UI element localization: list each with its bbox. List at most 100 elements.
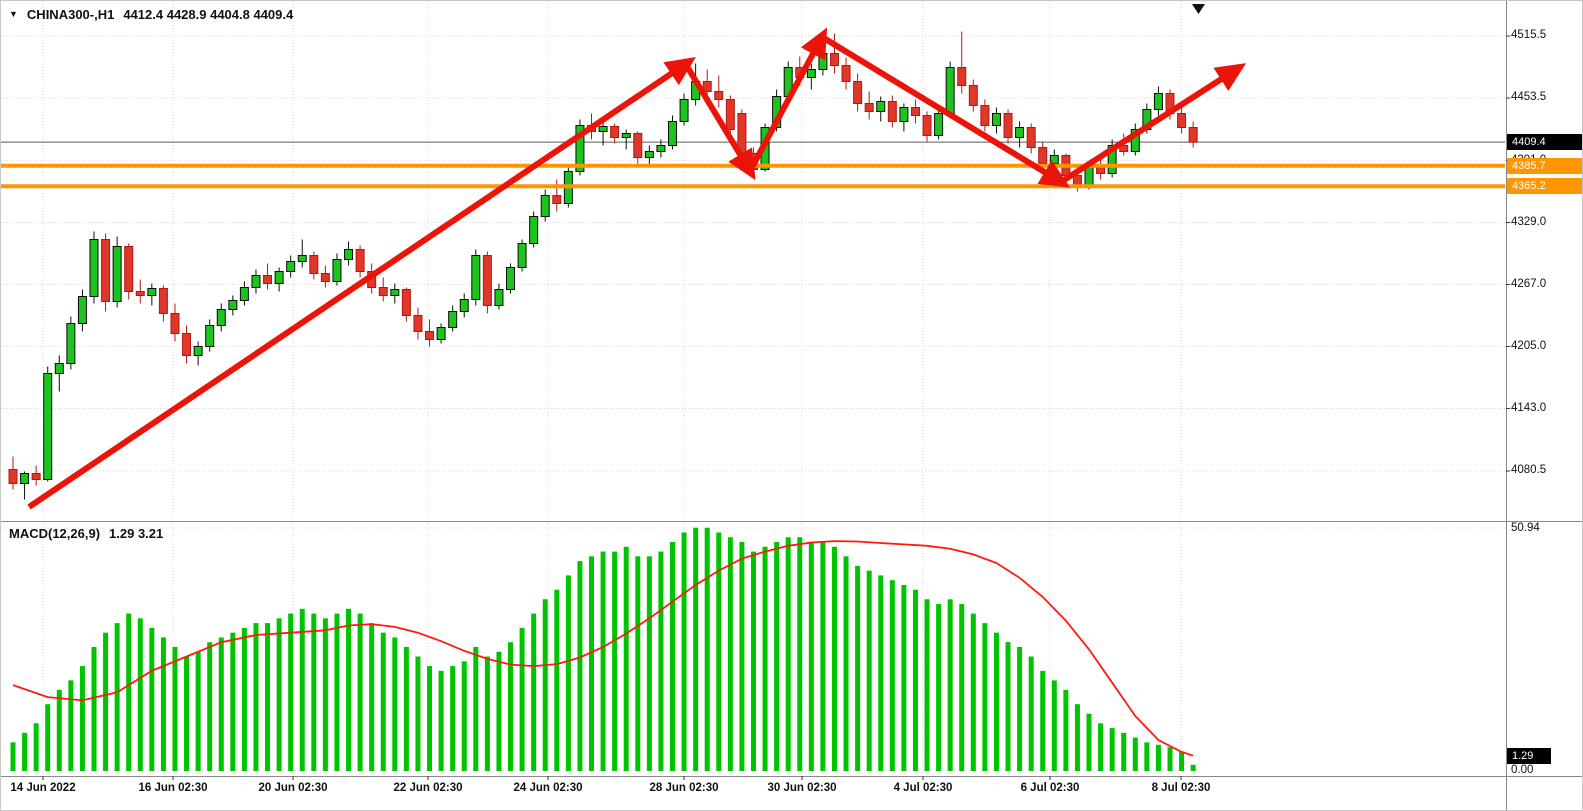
candle-bear xyxy=(864,103,874,112)
macd-histogram-bar xyxy=(253,623,259,771)
macd-histogram-bar xyxy=(334,613,340,771)
macd-histogram-bar xyxy=(808,542,814,771)
macd-histogram-bar xyxy=(79,666,85,771)
macd-value-badge: 1.29 xyxy=(1507,748,1551,764)
chart-shift-marker-icon[interactable] xyxy=(1192,4,1205,14)
macd-histogram-bar xyxy=(172,646,178,771)
macd-histogram-bar xyxy=(114,623,120,771)
macd-label: MACD(12,26,9) 1.29 3.21 xyxy=(9,526,163,541)
macd-histogram-bar xyxy=(750,551,756,771)
macd-histogram-bar xyxy=(22,732,28,771)
macd-histogram-bar xyxy=(704,527,710,771)
candle-bear xyxy=(968,85,978,106)
candle-bear xyxy=(980,105,990,126)
macd-histogram-bar xyxy=(635,556,641,771)
candle-bull xyxy=(77,296,87,324)
hline-price-badge-lower: 4365.2 xyxy=(1507,178,1582,195)
trend-arrow[interactable] xyxy=(27,56,696,510)
time-axis-label: 20 Jun 02:30 xyxy=(258,782,328,794)
candle-bull xyxy=(656,145,666,152)
candle-bear xyxy=(1188,127,1198,143)
macd-histogram-bar xyxy=(288,613,294,771)
price-axis-label: 4205.0 xyxy=(1511,339,1547,352)
trend-arrow[interactable] xyxy=(747,27,828,173)
time-axis-label: 16 Jun 02:30 xyxy=(138,782,208,794)
candle-bull xyxy=(679,99,689,122)
trend-arrow[interactable] xyxy=(682,61,756,181)
candle-bear xyxy=(263,275,273,284)
candle-bear xyxy=(425,331,435,340)
candle-bear xyxy=(922,115,932,136)
candle-bull xyxy=(806,69,816,78)
macd-histogram-bar xyxy=(936,604,942,771)
macd-histogram-bar xyxy=(195,651,201,771)
macd-histogram-bar xyxy=(901,584,907,771)
candle-bear xyxy=(320,273,330,282)
candle-bull xyxy=(54,363,64,374)
candle-bull xyxy=(20,473,30,484)
candle-bear xyxy=(8,469,18,484)
candle-bear xyxy=(829,53,839,66)
macd-histogram-bar xyxy=(681,532,687,771)
candle-bull xyxy=(1049,155,1059,164)
candle-bear xyxy=(1119,145,1129,152)
trend-arrow[interactable] xyxy=(820,34,1071,188)
candle-bull xyxy=(934,113,944,136)
macd-histogram-bar xyxy=(947,599,953,771)
candle-bear xyxy=(124,246,134,292)
candle-bull xyxy=(332,259,342,282)
macd-histogram-bar xyxy=(1028,656,1034,771)
candle-bear xyxy=(1072,175,1082,186)
time-axis-label: 14 Jun 2022 xyxy=(10,782,76,794)
candle-bear xyxy=(633,133,643,158)
symbol-dropdown-icon[interactable]: ▼ xyxy=(9,9,18,19)
macd-histogram-bar xyxy=(1121,732,1127,771)
time-axis-label: 8 Jul 02:30 xyxy=(1151,782,1211,794)
macd-histogram-bar xyxy=(831,546,837,771)
macd-histogram-bar xyxy=(612,551,618,771)
candle-bull xyxy=(205,325,215,347)
time-axis-label: 24 Jun 02:30 xyxy=(513,782,583,794)
time-axis-label: 30 Jun 02:30 xyxy=(767,782,837,794)
macd-histogram-bar xyxy=(1051,680,1057,771)
macd-indicator-name: MACD(12,26,9) xyxy=(9,526,101,541)
macd-histogram-bar xyxy=(959,604,965,771)
candle-bear xyxy=(1038,147,1048,164)
chart-ohlc-values: 4412.4 4428.9 4404.8 4409.4 xyxy=(123,7,294,22)
macd-histogram-bar xyxy=(299,608,305,771)
macd-histogram-bar xyxy=(889,580,895,771)
candle-bull xyxy=(390,289,400,296)
candle-bear xyxy=(1026,127,1036,148)
candle-bull xyxy=(506,267,516,290)
macd-histogram-bar xyxy=(415,656,421,771)
candle-bear xyxy=(841,65,851,82)
macd-histogram-bar xyxy=(1179,751,1185,771)
candle-bull xyxy=(66,323,76,364)
macd-histogram-bar xyxy=(993,632,999,771)
macd-histogram-bar xyxy=(68,680,74,771)
macd-indicator-values: 1.29 3.21 xyxy=(109,526,164,541)
candle-bear xyxy=(158,288,168,314)
trend-arrow[interactable] xyxy=(1059,63,1247,185)
macd-histogram-bar xyxy=(577,561,583,771)
candle-bull xyxy=(644,151,654,158)
macd-histogram-bar xyxy=(542,599,548,771)
candle-bear xyxy=(702,81,712,92)
macd-histogram-bar xyxy=(855,565,861,771)
candle-bear xyxy=(482,255,492,306)
macd-histogram-bar xyxy=(346,608,352,771)
macd-histogram-bar xyxy=(843,556,849,771)
candle-bear xyxy=(1177,113,1187,128)
candles-layer xyxy=(8,31,1198,500)
candle-bear xyxy=(725,99,735,130)
macd-histogram-bar xyxy=(912,589,918,771)
candle-bear xyxy=(910,107,920,116)
macd-histogram-bar xyxy=(924,599,930,771)
price-axis-label: 4329.0 xyxy=(1511,215,1547,228)
candle-bull xyxy=(945,67,955,114)
time-axis-label: 6 Jul 02:30 xyxy=(1020,782,1080,794)
candle-bull xyxy=(228,300,238,310)
chart-title: ▼ CHINA300-,H1 4412.4 4428.9 4404.8 4409… xyxy=(9,7,293,22)
macd-histogram-bar xyxy=(693,527,699,771)
